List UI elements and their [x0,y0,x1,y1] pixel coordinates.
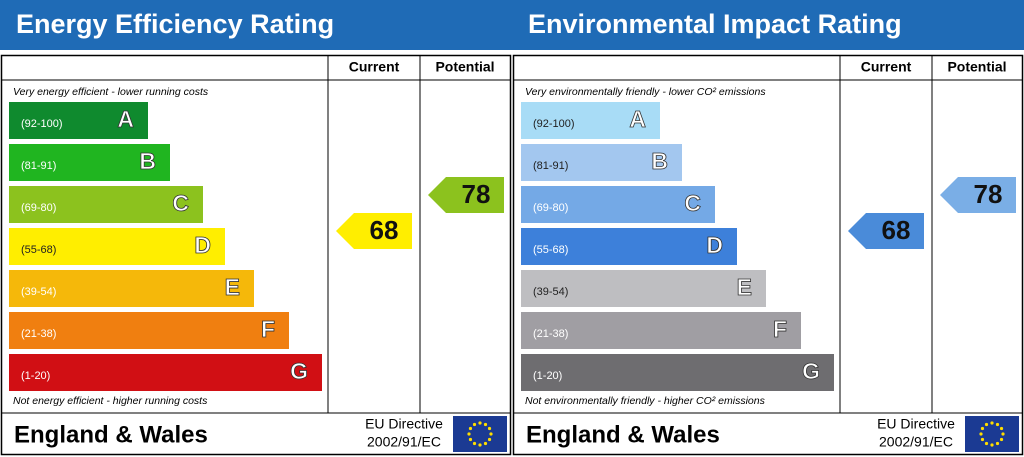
eu-star [979,432,983,436]
band-letter: C [172,190,189,216]
eu-star [999,426,1004,431]
top-note: Very environmentally friendly - lower CO… [525,86,766,98]
eu-star [468,437,473,442]
band-letter: F [261,316,275,342]
header-potential: Potential [435,59,494,75]
eu-star [487,426,492,431]
top-note: Very energy efficient - lower running co… [13,86,209,98]
footer-region: England & Wales [526,421,720,448]
band [9,270,254,307]
band-range: (39-54) [21,286,56,298]
band [521,186,715,223]
header-potential: Potential [947,59,1006,75]
band-range: (81-91) [533,160,568,172]
band [9,102,148,139]
eu-star [1001,432,1005,436]
eu-star [990,421,994,425]
band [521,228,737,265]
current-value: 68 [882,215,911,245]
band-range: (1-20) [533,370,562,382]
band-letter: B [651,148,668,174]
header-current: Current [861,59,912,75]
band-range: (21-38) [21,328,56,340]
table-frame [0,54,512,456]
band-range: (69-80) [533,202,568,214]
eu-star [995,441,1000,446]
eu-star [984,422,989,427]
band [9,354,322,391]
eu-star [990,443,994,447]
potential-arrow [428,177,504,213]
band [521,270,766,307]
footer-directive: EU Directive [877,416,955,432]
header-current: Current [349,59,400,75]
band-letter: G [290,358,308,384]
eu-flag [453,416,507,452]
eu-star [483,422,488,427]
eu-star [980,437,985,442]
eu-star [980,426,985,431]
eu-star [995,422,1000,427]
eu-star [468,426,473,431]
band-range: (69-80) [21,202,56,214]
eu-star [478,421,482,425]
eu-star [487,437,492,442]
band-range: (81-91) [21,160,56,172]
potential-arrow [940,177,1016,213]
current-arrow [848,213,924,249]
eu-flag [965,416,1019,452]
footer-region: England & Wales [14,421,208,448]
band-range: (39-54) [533,286,568,298]
footer-directive: EU Directive [365,416,443,432]
band-letter: E [737,274,752,300]
eu-star [489,432,493,436]
bottom-note: Not energy efficient - higher running co… [13,395,208,407]
current-value: 68 [370,215,399,245]
panel-title: Energy Efficiency Rating [16,9,334,39]
eu-star [472,441,477,446]
eu-star [999,437,1004,442]
band-range: (92-100) [533,118,575,130]
eu-star [984,441,989,446]
band [521,144,682,181]
band-letter: A [629,106,646,132]
band-letter: D [194,232,211,258]
band-letter: E [225,274,240,300]
band [521,312,801,349]
band-letter: B [139,148,156,174]
eu-star [483,441,488,446]
eu-star [472,422,477,427]
band-range: (1-20) [21,370,50,382]
band-letter: G [802,358,820,384]
band-range: (55-68) [533,244,568,256]
eu-star [478,443,482,447]
band-range: (92-100) [21,118,63,130]
band [9,186,203,223]
footer-directive-number: 2002/91/EC [367,434,441,450]
band-range: (21-38) [533,328,568,340]
band [521,102,660,139]
band [521,354,834,391]
table-frame [512,54,1024,456]
potential-value: 78 [974,179,1003,209]
title-bar [512,0,1024,50]
potential-value: 78 [462,179,491,209]
band [9,312,289,349]
band-letter: D [706,232,723,258]
footer-directive-number: 2002/91/EC [879,434,953,450]
current-arrow [336,213,412,249]
bottom-note: Not environmentally friendly - higher CO… [525,395,766,407]
band-letter: F [773,316,787,342]
band [9,228,225,265]
title-bar [0,0,512,50]
band [9,144,170,181]
eu-star [467,432,471,436]
band-letter: C [684,190,701,216]
band-range: (55-68) [21,244,56,256]
band-letter: A [117,106,134,132]
panel-title: Environmental Impact Rating [528,9,902,39]
